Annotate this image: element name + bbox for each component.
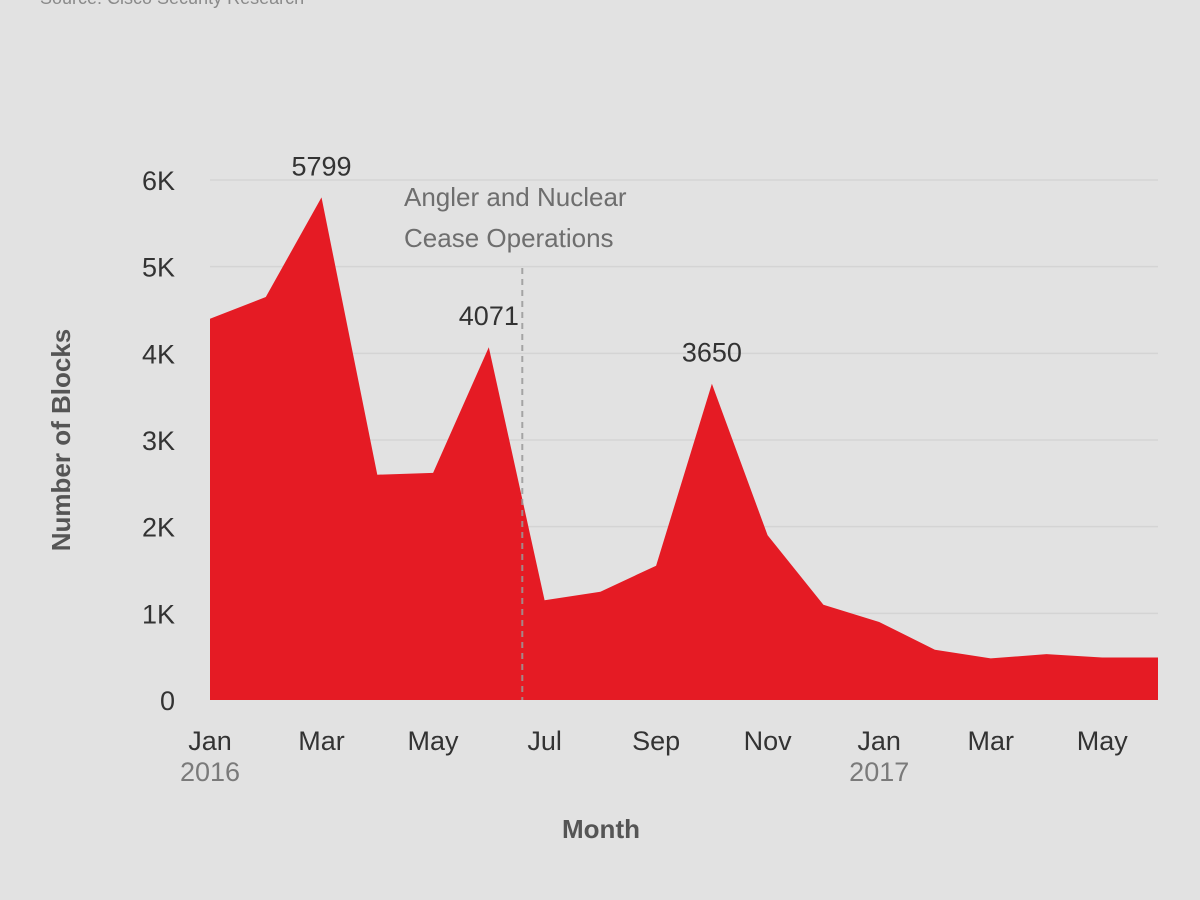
event-annotation-line: Angler and Nuclear: [404, 182, 627, 212]
y-tick-label: 2K: [142, 513, 175, 543]
y-tick-label: 3K: [142, 426, 175, 456]
y-tick-label: 0: [160, 686, 175, 716]
x-tick-year: 2017: [849, 757, 909, 787]
y-axis-ticks: 0 1K 2K 3K 4K 5K 6K: [142, 166, 175, 716]
data-labels: 5799 4071 3650: [291, 151, 741, 367]
x-tick-label: Jul: [527, 726, 562, 756]
y-tick-label: 1K: [142, 599, 175, 629]
x-tick-label: May: [1077, 726, 1129, 756]
y-tick-label: 6K: [142, 166, 175, 196]
y-tick-label: 5K: [142, 253, 175, 283]
x-tick-label: Mar: [298, 726, 345, 756]
x-tick-label: Nov: [744, 726, 793, 756]
x-tick-label: Jan: [857, 726, 901, 756]
y-tick-label: 4K: [142, 339, 175, 369]
data-label: 3650: [682, 338, 742, 368]
y-axis-title: Number of Blocks: [46, 329, 76, 552]
event-annotation: Angler and Nuclear Cease Operations: [404, 182, 627, 253]
x-axis-title: Month: [562, 814, 640, 844]
x-tick-label: Jan: [188, 726, 232, 756]
x-tick-label: Mar: [967, 726, 1014, 756]
blocks-area: [210, 197, 1158, 700]
data-label: 5799: [291, 151, 351, 181]
event-annotation-line: Cease Operations: [404, 223, 614, 253]
source-note: Source: Cisco Security Research: [40, 0, 304, 9]
data-label: 4071: [459, 301, 519, 331]
x-tick-year: 2016: [180, 757, 240, 787]
x-tick-label: Sep: [632, 726, 680, 756]
x-tick-label: May: [408, 726, 460, 756]
